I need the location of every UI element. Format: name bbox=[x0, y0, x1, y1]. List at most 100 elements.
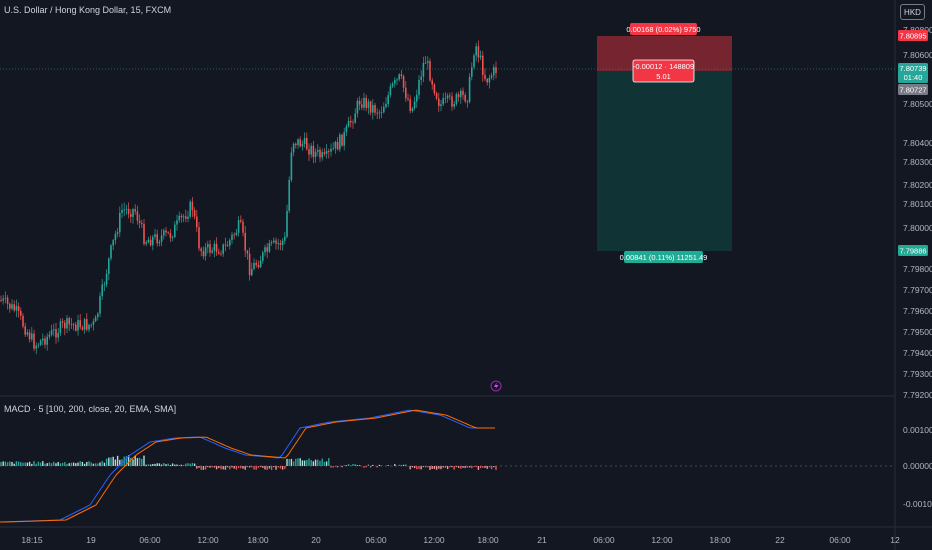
candle-body bbox=[48, 334, 51, 337]
candle-body bbox=[156, 234, 158, 244]
macd-bar bbox=[193, 463, 196, 466]
candle-body bbox=[75, 324, 77, 331]
candle-body bbox=[31, 333, 33, 340]
macd-bar bbox=[246, 466, 249, 468]
macd-bar bbox=[477, 466, 480, 470]
candle-body bbox=[189, 201, 191, 217]
macd-bar bbox=[413, 466, 416, 469]
candle-body bbox=[246, 250, 249, 254]
candle-body bbox=[90, 324, 92, 326]
candle-body bbox=[160, 235, 163, 242]
macd-bar bbox=[35, 463, 37, 466]
candle-body bbox=[292, 143, 295, 153]
candle-body bbox=[334, 141, 337, 149]
time-axis[interactable]: 18:15 19 06:00 12:00 18:00 20 06:00 12:00 18:00 2… bbox=[21, 535, 900, 545]
macd-bar bbox=[314, 459, 317, 466]
candle-body bbox=[13, 304, 15, 311]
macd-bar bbox=[226, 466, 229, 468]
macd-bar bbox=[185, 463, 187, 466]
macd-bar bbox=[358, 465, 361, 466]
macd-bar bbox=[222, 466, 224, 470]
candle-body bbox=[372, 105, 374, 113]
currency-button[interactable]: HKD bbox=[900, 4, 925, 20]
symbol-title[interactable]: U.S. Dollar / Hong Kong Dollar, 15, FXCM bbox=[4, 5, 171, 15]
candle-body bbox=[396, 79, 398, 81]
macd-bar bbox=[213, 466, 216, 468]
candle-body bbox=[468, 76, 471, 102]
macd-bar bbox=[224, 466, 227, 470]
macd-bar bbox=[429, 466, 431, 470]
macd-bar bbox=[312, 461, 315, 466]
macd-bar bbox=[72, 462, 75, 466]
candle-body bbox=[187, 216, 189, 219]
candle-body bbox=[222, 244, 224, 254]
time-tick-label: 12:00 bbox=[197, 535, 219, 545]
candle-body bbox=[207, 244, 209, 248]
candle-body bbox=[449, 95, 451, 97]
candle-body bbox=[22, 315, 24, 327]
candle-body bbox=[83, 319, 86, 330]
macd-bar bbox=[79, 461, 81, 466]
macd-bar bbox=[237, 466, 240, 469]
candle-body bbox=[108, 258, 110, 274]
candle-body bbox=[281, 240, 284, 245]
macd-bar bbox=[163, 463, 165, 466]
candle-body bbox=[149, 239, 152, 246]
macd-tick-label: -0.00100 bbox=[903, 499, 932, 509]
candle-body bbox=[266, 247, 268, 252]
price-tick-label: 7.79400 bbox=[903, 348, 932, 358]
macd-bar bbox=[290, 458, 293, 466]
candle-body bbox=[350, 120, 352, 123]
candle-body bbox=[290, 152, 293, 180]
macd-bar bbox=[490, 466, 493, 470]
macd-bar bbox=[334, 466, 337, 467]
candle-body bbox=[158, 241, 161, 244]
entry-label-box[interactable] bbox=[632, 59, 695, 83]
macd-bar bbox=[26, 462, 29, 466]
candle-body bbox=[24, 326, 26, 335]
macd-bar bbox=[176, 464, 178, 466]
candle-body bbox=[383, 107, 385, 113]
candle-body bbox=[141, 223, 143, 225]
macd-bar bbox=[319, 460, 321, 466]
macd-bar bbox=[202, 466, 205, 470]
candle-body bbox=[391, 83, 394, 87]
macd-bar bbox=[64, 462, 66, 466]
macd-tick-label: 0.00100 bbox=[903, 425, 932, 435]
macd-bar bbox=[108, 457, 110, 466]
indicator-title[interactable]: MACD · 5 [100, 200, close, 20, EMA, SMA] bbox=[4, 404, 176, 414]
macd-bar bbox=[306, 459, 308, 466]
macd-bar bbox=[130, 457, 132, 466]
candle-body bbox=[431, 80, 433, 85]
candle-body bbox=[314, 151, 317, 157]
macd-bar bbox=[411, 466, 414, 468]
macd-bar bbox=[215, 466, 218, 470]
price-tick-label: 7.79600 bbox=[903, 306, 932, 316]
macd-bar bbox=[321, 458, 323, 466]
candle-body bbox=[277, 243, 279, 244]
candle-body bbox=[59, 321, 62, 333]
candle-body bbox=[482, 55, 484, 75]
macd-axis[interactable]: 0.00100 0.00000 -0.00100 bbox=[903, 425, 932, 509]
lightning-icon[interactable] bbox=[490, 380, 502, 392]
macd-bar bbox=[380, 465, 383, 466]
time-tick-label: 18:00 bbox=[709, 535, 731, 545]
macd-bar bbox=[451, 466, 453, 468]
candle-body bbox=[138, 220, 141, 224]
candle-body bbox=[484, 74, 486, 80]
macd-bar bbox=[48, 462, 51, 466]
macd-bar bbox=[127, 455, 130, 466]
macd-bar bbox=[325, 461, 328, 466]
candle-body bbox=[321, 152, 323, 158]
candle-body bbox=[299, 139, 301, 147]
macd-bar bbox=[270, 466, 273, 470]
candle-body bbox=[317, 149, 319, 152]
macd-bar bbox=[495, 466, 497, 470]
take-profit-zone[interactable] bbox=[597, 71, 732, 251]
macd-bar bbox=[286, 458, 288, 466]
macd-bar bbox=[242, 466, 244, 469]
candle-body bbox=[312, 145, 315, 157]
macd-bar bbox=[308, 458, 310, 466]
current-price-badge bbox=[898, 63, 928, 83]
